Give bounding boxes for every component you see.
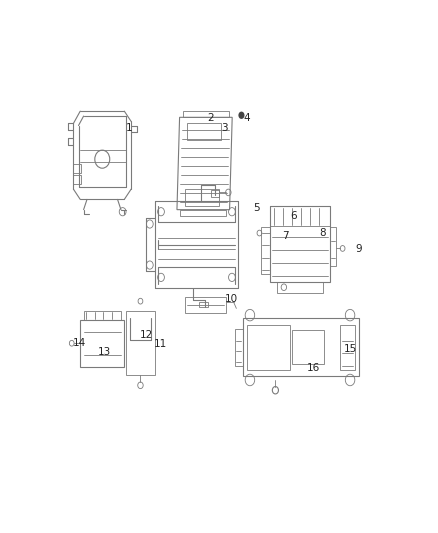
Text: 7: 7 xyxy=(282,230,289,240)
Bar xyxy=(74,164,81,173)
Text: 4: 4 xyxy=(243,113,250,123)
Bar xyxy=(126,311,155,375)
Bar xyxy=(84,311,121,320)
Text: 11: 11 xyxy=(153,339,166,349)
Bar xyxy=(199,302,208,308)
Bar xyxy=(270,206,330,226)
Bar xyxy=(211,190,219,197)
Text: 2: 2 xyxy=(208,113,214,123)
Bar xyxy=(185,297,226,313)
Bar xyxy=(292,330,325,365)
Text: 3: 3 xyxy=(221,123,228,133)
Text: 5: 5 xyxy=(254,204,260,213)
Text: 14: 14 xyxy=(73,338,86,348)
Bar xyxy=(247,325,290,370)
Text: 6: 6 xyxy=(291,211,297,221)
Bar xyxy=(277,282,323,293)
Bar xyxy=(261,227,270,274)
Text: 8: 8 xyxy=(320,228,326,238)
Bar xyxy=(330,227,336,266)
Bar xyxy=(187,124,221,140)
Bar xyxy=(235,329,243,366)
Bar xyxy=(74,175,81,184)
Text: 13: 13 xyxy=(97,347,111,357)
Text: 1: 1 xyxy=(126,123,133,133)
Text: 9: 9 xyxy=(355,245,362,254)
Bar xyxy=(185,189,219,206)
Text: 12: 12 xyxy=(140,330,153,340)
Bar xyxy=(340,325,355,370)
Text: 15: 15 xyxy=(343,344,357,354)
Bar xyxy=(243,318,359,376)
Text: 16: 16 xyxy=(307,364,320,374)
Circle shape xyxy=(238,111,244,119)
Text: 10: 10 xyxy=(225,294,238,304)
Bar xyxy=(270,206,330,282)
Bar xyxy=(80,320,124,367)
